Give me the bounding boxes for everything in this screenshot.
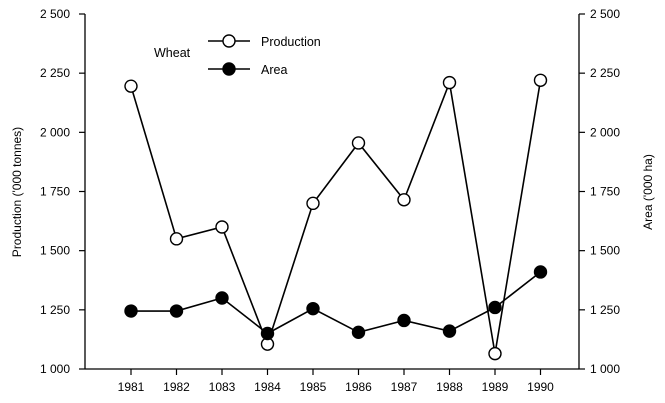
production-point <box>488 346 502 361</box>
x-tick-label: 1989 <box>482 380 509 394</box>
right-tick-label: 2 250 <box>590 66 620 80</box>
area-point <box>351 325 366 340</box>
production-point <box>533 73 548 87</box>
x-tick-label: 1985 <box>300 380 327 394</box>
area-point <box>533 265 548 279</box>
area-series-line <box>131 271 541 335</box>
right-tick-label: 1 000 <box>590 362 620 376</box>
tick-group: 1 000 1 250 1 500 1 750 2 000 2 250 2 500 1 000… <box>40 7 620 394</box>
left-tick-label: 1 250 <box>40 303 70 317</box>
left-tick-label: 1 750 <box>40 185 70 199</box>
area-point <box>260 326 275 341</box>
right-tick-label: 2 500 <box>590 7 620 21</box>
production-point <box>169 232 184 246</box>
legend: Wheat Production Area <box>154 34 321 77</box>
legend-area-marker <box>222 62 236 76</box>
right-tick-label: 1 750 <box>590 185 620 199</box>
area-point <box>306 301 320 316</box>
production-point <box>306 196 320 211</box>
right-tick-label: 1 500 <box>590 244 620 258</box>
series-group <box>124 73 548 361</box>
x-tick-label: 1986 <box>345 380 372 394</box>
production-point <box>351 136 366 150</box>
area-point <box>124 304 138 318</box>
production-point <box>397 193 411 207</box>
right-tick-label: 2 000 <box>590 125 620 139</box>
left-tick-label: 2 000 <box>40 125 70 139</box>
x-tick-label: 1984 <box>254 380 281 394</box>
left-tick-label: 1 000 <box>40 362 70 376</box>
x-tick-label: 1988 <box>436 380 463 394</box>
area-point <box>169 304 184 318</box>
area-point <box>442 324 457 338</box>
production-series-line <box>130 79 542 354</box>
area-point <box>215 291 229 305</box>
left-tick-label: 2 500 <box>40 7 70 21</box>
legend-area-label: Area <box>261 63 287 77</box>
production-point <box>215 220 229 234</box>
production-point <box>124 79 138 93</box>
x-tick-label: 1987 <box>391 380 418 394</box>
left-tick-label: 1 500 <box>40 244 70 258</box>
area-point <box>488 300 502 315</box>
x-tick-label: 1981 <box>118 380 145 394</box>
area-point <box>397 313 411 328</box>
legend-title: Wheat <box>154 46 191 60</box>
left-axis-title: Production ('000 tonnes) <box>10 127 24 257</box>
x-tick-label: 1990 <box>527 380 554 394</box>
right-tick-label: 1 250 <box>590 303 620 317</box>
chart-axes <box>84 14 580 370</box>
right-axis-title: Area ('000 ha) <box>641 154 655 230</box>
x-tick-label: 1083 <box>209 380 236 394</box>
legend-production-label: Production <box>261 35 321 49</box>
left-tick-label: 2 250 <box>40 66 70 80</box>
legend-production-marker <box>222 34 236 48</box>
x-tick-label: 1982 <box>163 380 190 394</box>
production-point <box>442 75 457 90</box>
